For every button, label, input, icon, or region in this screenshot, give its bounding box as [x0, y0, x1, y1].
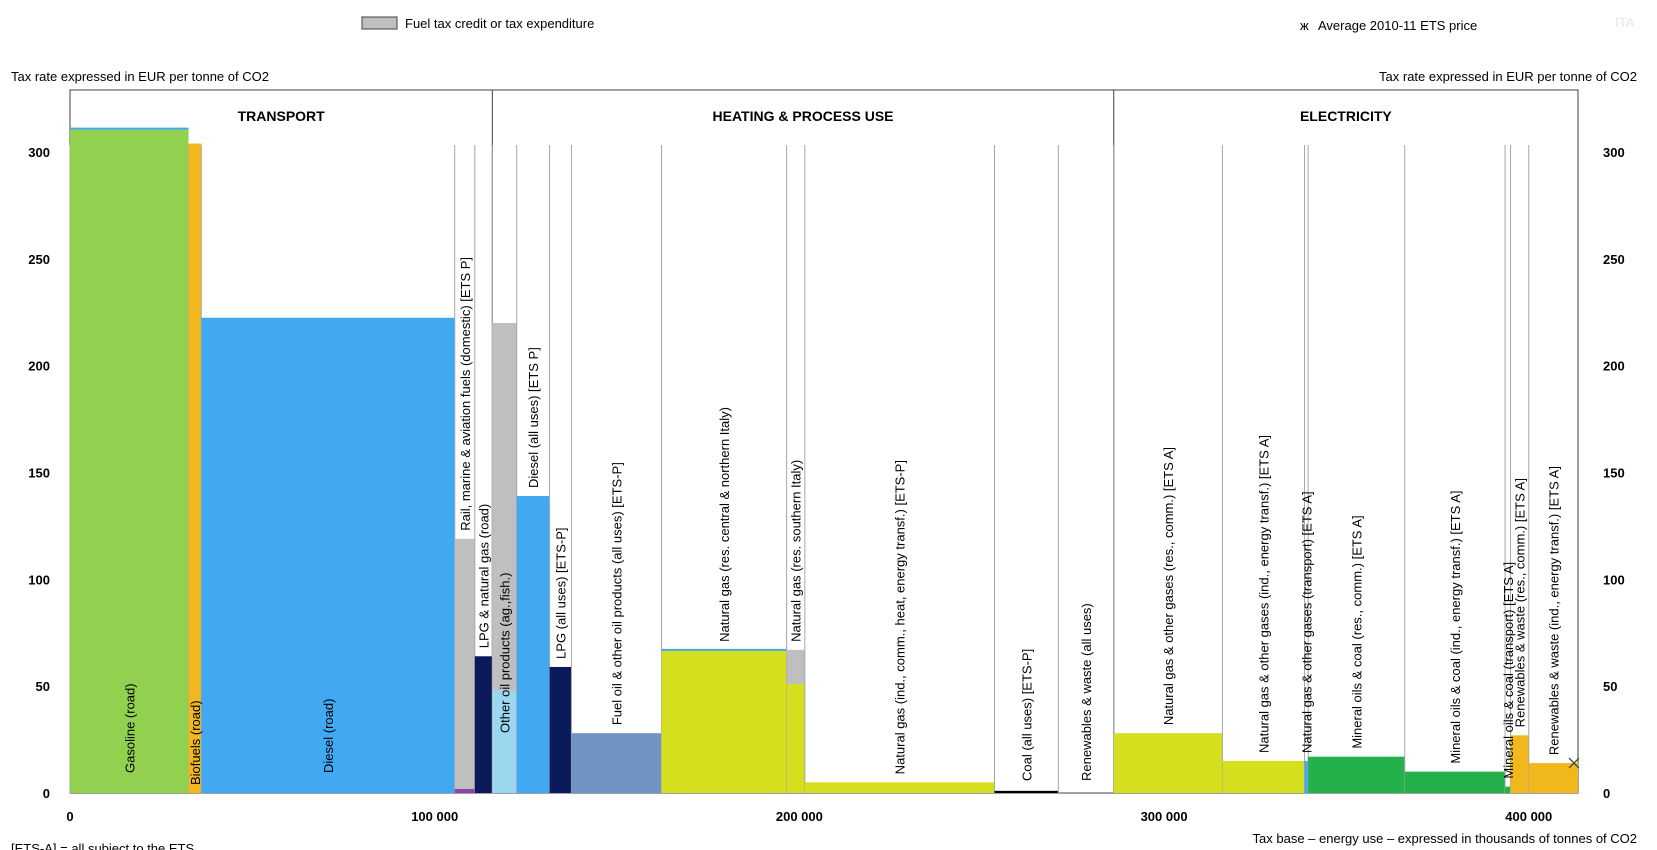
bar-label-natural-gas-other-gases-ind-energy-transf-ets-a: Natural gas & other gases (ind., energy …: [1256, 435, 1271, 753]
y-axis-label-left: Tax rate expressed in EUR per tonne of C…: [11, 69, 269, 84]
bar-coal-all-uses-ets-p: [994, 790, 1059, 793]
x-axis-label: Tax base – energy use – expressed in tho…: [1253, 831, 1637, 846]
bar-mineral-oils-coal-res-comm-ets-a: [1308, 756, 1405, 793]
bar-label-diesel-road: Diesel (road): [321, 699, 336, 773]
x-tick: 300 000: [1141, 809, 1188, 824]
x-tick: 100 000: [411, 809, 458, 824]
x-tick: 200 000: [776, 809, 823, 824]
y-tick-right: 300: [1603, 145, 1625, 160]
y-axis-label-right: Tax rate expressed in EUR per tonne of C…: [1379, 69, 1637, 84]
bar-label-renewables-waste-ind-energy-transf-ets-a: Renewables & waste (ind., energy transf.…: [1546, 466, 1561, 755]
bar-label-other-oil-products-ag-fish: Other oil products (ag.,fish.): [498, 573, 513, 733]
bar-label-mineral-oils-coal-res-comm-ets-a: Mineral oils & coal (res., comm.) [ETS A…: [1349, 515, 1364, 748]
bar-natural-gas-ind-comm-heat-energy-transf-ets-p: [804, 782, 995, 793]
bar-label-natural-gas-ind-comm-heat-energy-transf-ets-p: Natural gas (ind., comm., heat, energy t…: [893, 460, 908, 774]
bar-label-biofuels-road: Biofuels (road): [188, 700, 203, 785]
bar-renewables-waste-ind-energy-transf-ets-a: [1528, 763, 1578, 793]
bar-natural-gas-other-gases-transport-ets-a: [1304, 760, 1309, 793]
credit-other-oil-products-ag-fish: [492, 323, 517, 691]
y-tick-right: 100: [1603, 572, 1625, 587]
legend-credit-swatch: [361, 16, 398, 30]
bar-gasoline-road: [70, 128, 189, 793]
footnote: [ETS-A] = all subject to the ETS: [11, 841, 194, 850]
bar-lpg-all-uses-ets-p: [549, 666, 572, 793]
y-tick-right: 0: [1603, 786, 1610, 801]
bar-label-renewables-waste-res-comm-ets-a: Renewables & waste (res., comm.) [ETS A]: [1513, 478, 1528, 727]
bar-diesel-all-uses-ets-p: [516, 496, 550, 793]
bar-label-mineral-oils-coal-transport-ets-a: Mineral oils & coal (transport) [ETS A]: [1501, 562, 1516, 779]
y-tick-right: 50: [1603, 679, 1617, 694]
bar-label-renewables-waste-all-uses: Renewables & waste (all uses): [1079, 603, 1094, 781]
y-tick-left: 150: [28, 466, 50, 481]
bar-label-diesel-all-uses-ets-p: Diesel (all uses) [ETS P]: [526, 347, 541, 488]
y-tick-right: 200: [1603, 359, 1625, 374]
y-tick-left: 100: [28, 572, 50, 587]
credit-rail-marine-aviation-fuels-domestic-ets-p: [454, 538, 475, 789]
bar-label-lpg-natural-gas-road: LPG & natural gas (road): [477, 504, 492, 649]
legend-credit-label: Fuel tax credit or tax expenditure: [405, 16, 594, 31]
bar-label-fuel-oil-other-oil-products-all-uses-ets-p: Fuel oil & other oil products (all uses)…: [609, 462, 624, 725]
y-tick-left: 50: [36, 679, 50, 694]
bar-rail-marine-aviation-fuels-domestic-ets-p: [454, 788, 475, 793]
y-tick-left: 300: [28, 145, 50, 160]
bar-natural-gas-res-southern-italy: [786, 684, 805, 793]
bar-label-lpg-all-uses-ets-p: LPG (all uses) [ETS-P]: [554, 527, 569, 658]
bar-other-oil-products-ag-fish: [492, 690, 517, 793]
bar-label-mineral-oils-coal-ind-energy-transf-ets-a: Mineral oils & coal (ind., energy transf…: [1448, 491, 1463, 764]
bar-label-natural-gas-other-gases-res-comm-ets-a: Natural gas & other gases (res., comm.) …: [1161, 447, 1176, 725]
bar-renewables-waste-res-comm-ets-a: [1510, 735, 1529, 793]
x-tick: 400 000: [1505, 809, 1552, 824]
y-tick-right: 250: [1603, 252, 1625, 267]
legend-ets-label: Average 2010-11 ETS price: [1318, 18, 1477, 33]
bar-label-gasoline-road: Gasoline (road): [122, 683, 137, 773]
plot-area: TRANSPORT HEATING & PROCESS USE ELECTRICIT…: [28, 89, 1625, 824]
bar-mineral-oils-coal-transport-ets-a: [1505, 786, 1511, 793]
y-tick-left: 0: [43, 786, 50, 801]
section-label-heating-process-use: HEATING & PROCESS USE: [713, 108, 894, 124]
bar-natural-gas-other-gases-res-comm-ets-a: [1113, 733, 1223, 793]
legend: Fuel tax credit or tax expenditure ж Ave…: [361, 15, 1635, 33]
bar-label-coal-all-uses-ets-p: Coal (all uses) [ETS-P]: [1019, 649, 1034, 781]
bar-label-natural-gas-other-gases-transport-ets-a: Natural gas & other gases (transport) [E…: [1299, 491, 1314, 753]
bar-lpg-natural-gas-road: [474, 656, 493, 793]
legend-ets-marker: ж: [1300, 18, 1309, 33]
x-tick: 0: [66, 809, 73, 824]
bar-natural-gas-res-central-northern-italy: [661, 649, 787, 793]
section-label-electricity: ELECTRICITY: [1300, 108, 1392, 124]
bar-biofuels-road: [188, 143, 202, 793]
bar-diesel-road: [201, 318, 455, 793]
country-code: ITA: [1615, 15, 1635, 30]
section-label-transport: TRANSPORT: [238, 108, 326, 124]
bar-mineral-oils-coal-ind-energy-transf-ets-a: [1404, 771, 1506, 793]
credit-natural-gas-res-southern-italy: [786, 649, 805, 685]
y-tick-left: 200: [28, 359, 50, 374]
y-tick-right: 150: [1603, 466, 1625, 481]
bar-fuel-oil-other-oil-products-all-uses-ets-p: [571, 733, 662, 793]
y-tick-left: 250: [28, 252, 50, 267]
bar-label-natural-gas-res-southern-italy: Natural gas (res. southern Italy): [789, 460, 804, 642]
bar-natural-gas-other-gases-ind-energy-transf-ets-a: [1222, 760, 1305, 793]
ets-price-marker: [1568, 757, 1580, 769]
bar-label-natural-gas-res-central-northern-italy: Natural gas (res. central & northern Ita…: [717, 407, 732, 642]
bar-label-rail-marine-aviation-fuels-domestic-ets-p: Rail, marine & aviation fuels (domestic)…: [458, 257, 473, 531]
